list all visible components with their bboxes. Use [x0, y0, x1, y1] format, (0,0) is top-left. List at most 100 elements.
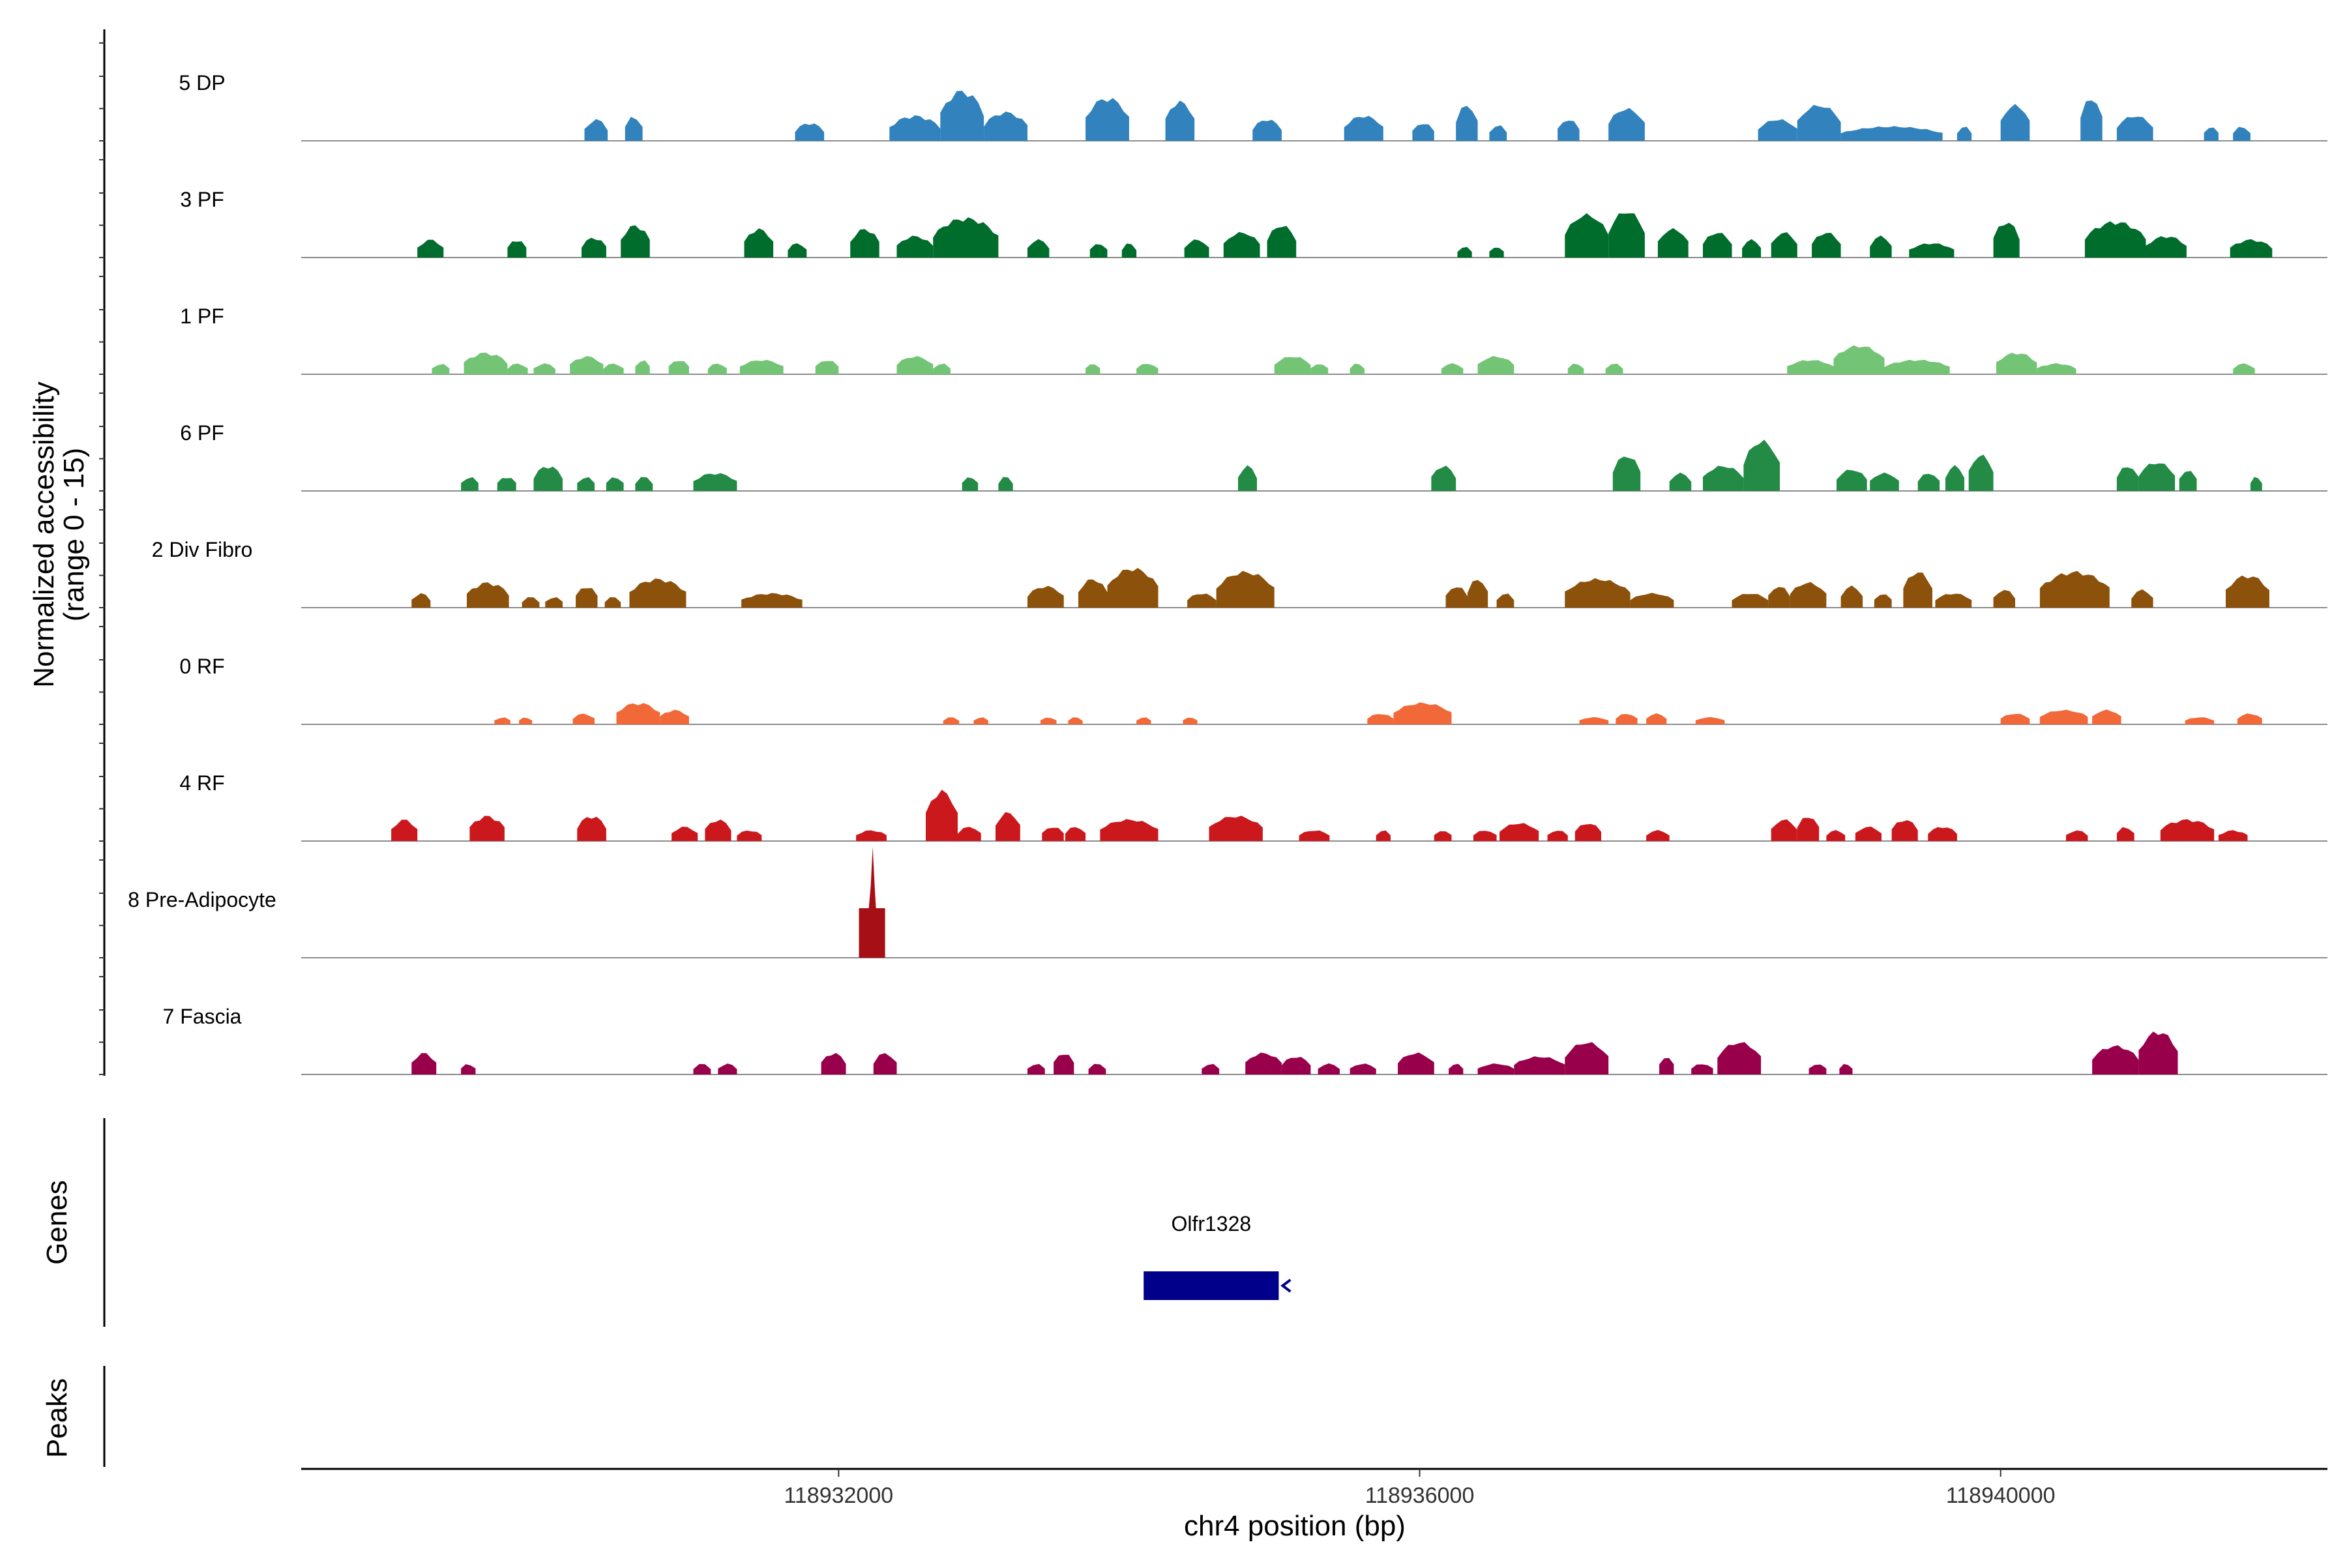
peak-area	[2226, 575, 2269, 608]
peak-area	[739, 360, 784, 374]
peak-area	[497, 478, 516, 491]
peak-area	[1376, 830, 1391, 841]
peak-area	[2230, 239, 2273, 258]
peak-area	[576, 588, 598, 608]
peak-area	[411, 1053, 437, 1074]
peak-area	[889, 115, 941, 141]
peak-area	[1209, 816, 1263, 841]
peak-area	[962, 477, 979, 491]
peak-area	[469, 816, 505, 841]
peak-area	[1839, 1063, 1853, 1074]
peak-area	[1468, 580, 1488, 608]
peak-area	[2080, 100, 2103, 141]
peak-area	[1935, 593, 1972, 608]
peak-area	[1085, 364, 1100, 374]
peak-area	[1837, 469, 1867, 491]
peak-area	[2233, 363, 2255, 374]
peak-area	[1557, 121, 1580, 141]
peak-area	[1909, 243, 1955, 258]
peak-area	[1993, 222, 2020, 258]
peak-area	[1608, 213, 1645, 258]
peak-area	[2066, 830, 2088, 841]
peak-area	[2039, 570, 2110, 608]
peak-area	[2237, 713, 2262, 724]
peak-area	[1398, 1052, 1434, 1074]
peak-area	[1107, 568, 1159, 608]
peak-area	[1367, 714, 1394, 724]
peak-area	[1350, 363, 1365, 374]
peak-area	[896, 235, 934, 258]
peak-area	[1758, 119, 1797, 141]
peak-area	[533, 466, 563, 491]
peak-area	[1514, 1056, 1565, 1074]
peak-area	[705, 820, 731, 841]
peak-area	[795, 123, 825, 141]
genes-panel-label: Genes	[41, 1180, 73, 1265]
peak-area	[2131, 589, 2153, 608]
peak-area	[2185, 717, 2215, 724]
peak-area	[629, 578, 686, 608]
peak-area	[1968, 454, 1994, 491]
gene-body	[1144, 1271, 1279, 1300]
peak-area	[1065, 827, 1086, 841]
x-tick-label: 118932000	[784, 1483, 894, 1508]
peak-area	[741, 593, 803, 608]
peak-area	[2138, 1031, 2178, 1074]
peak-area	[411, 593, 431, 608]
peak-area	[660, 709, 689, 724]
peak-area	[1477, 355, 1514, 374]
peak-area	[1567, 363, 1584, 374]
peak-area	[1457, 246, 1472, 258]
peak-area	[1891, 820, 1918, 841]
peak-area	[856, 830, 887, 841]
peak-area	[621, 225, 650, 258]
peak-area	[933, 363, 951, 374]
peak-area	[584, 119, 608, 141]
peak-area	[1608, 108, 1645, 141]
peak-area	[707, 363, 727, 374]
peak-area	[1956, 126, 1972, 141]
peak-area	[572, 713, 595, 724]
peak-area	[577, 816, 606, 841]
peak-area	[1565, 213, 1609, 258]
peak-area	[668, 361, 689, 374]
peak-area	[533, 363, 555, 374]
peaks-panel-label: Peaks	[41, 1378, 73, 1458]
peak-area	[1996, 353, 2037, 374]
peak-area	[1840, 126, 1943, 141]
peak-area	[1202, 1063, 1220, 1074]
peak-area	[1691, 1064, 1713, 1074]
peak-area	[1281, 1057, 1311, 1074]
peak-area	[606, 477, 624, 491]
peak-area	[522, 597, 540, 608]
peak-area	[2000, 104, 2030, 141]
peak-area	[859, 847, 885, 958]
peak-area	[1547, 831, 1568, 841]
peak-area	[1574, 823, 1601, 841]
peak-area	[984, 111, 1027, 141]
peak-area	[1616, 714, 1638, 724]
peak-area	[1165, 100, 1195, 141]
peak-area	[519, 717, 533, 724]
peak-area	[744, 228, 774, 258]
peak-area	[737, 830, 762, 841]
peak-area	[461, 477, 479, 491]
peak-area	[1136, 364, 1159, 374]
peak-area	[1742, 239, 1762, 258]
peak-area	[1252, 119, 1282, 141]
peak-area	[973, 717, 988, 724]
peak-area	[693, 1064, 711, 1074]
peak-area	[693, 473, 737, 491]
peak-area	[1771, 819, 1797, 841]
peak-area	[1027, 239, 1050, 258]
peak-area	[1695, 717, 1725, 724]
peak-area	[2037, 363, 2076, 374]
peak-area	[1445, 587, 1468, 608]
peak-area	[672, 827, 698, 841]
peak-area	[896, 356, 934, 374]
peak-area	[958, 827, 981, 841]
peak-area	[464, 352, 508, 374]
track-label-4-rf: 4 RF	[179, 771, 224, 795]
peak-area	[1041, 717, 1057, 724]
peak-area	[391, 820, 418, 841]
